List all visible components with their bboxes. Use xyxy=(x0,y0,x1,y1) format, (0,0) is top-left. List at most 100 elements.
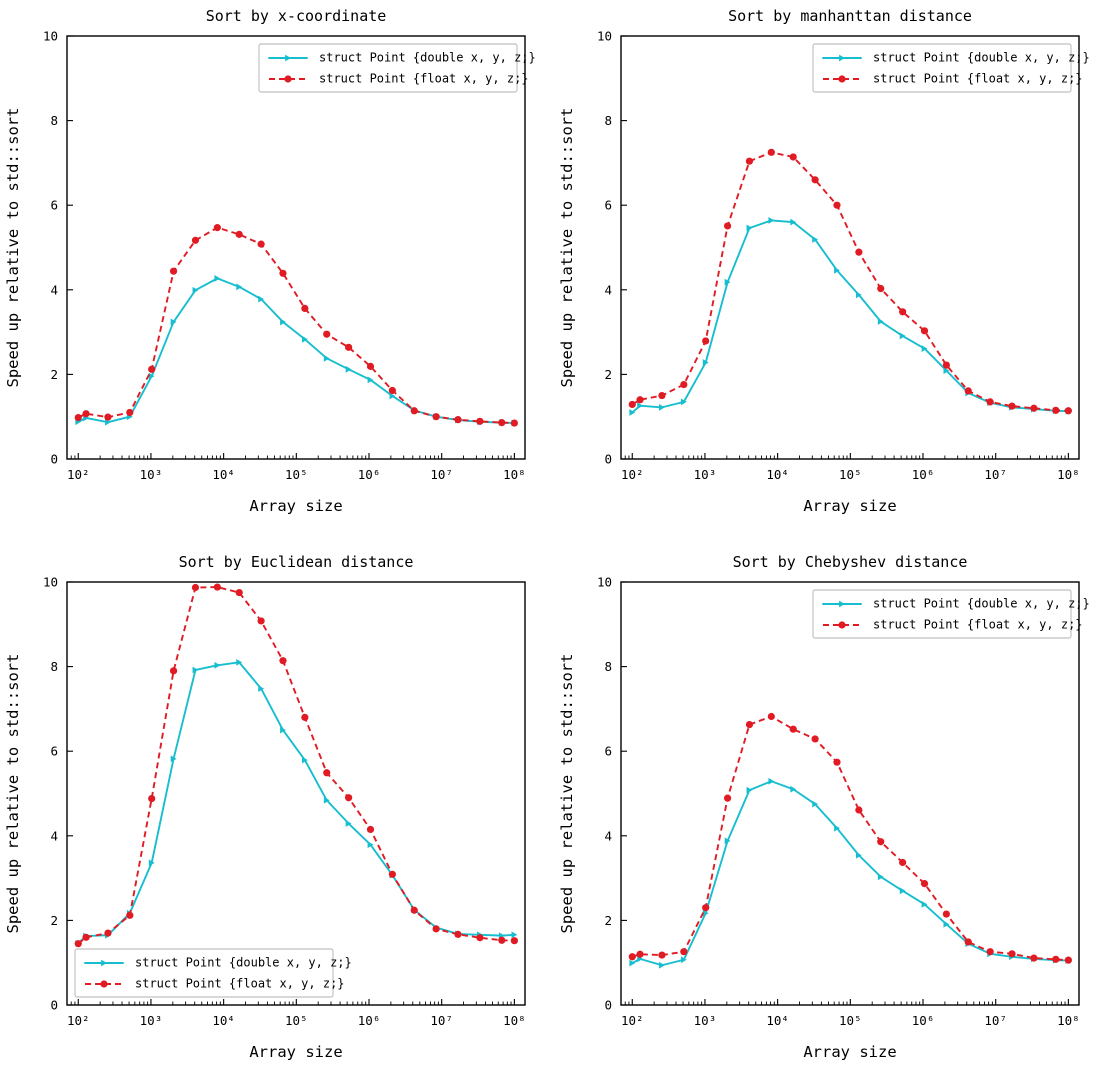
data-point-marker xyxy=(789,725,797,733)
data-point-marker xyxy=(833,201,841,209)
data-point-marker xyxy=(629,959,636,967)
x-tick-label: 10⁶ xyxy=(912,1013,935,1028)
legend[interactable]: struct Point {double x, y, z;} struct Poi… xyxy=(812,43,1090,93)
y-tick-label: 2 xyxy=(50,913,58,928)
data-point-marker xyxy=(301,713,309,721)
data-point-marker xyxy=(790,785,797,793)
data-point-marker xyxy=(476,934,484,942)
data-point-marker xyxy=(1064,956,1072,964)
legend-marker xyxy=(838,75,846,83)
x-tick-label: 10⁴ xyxy=(212,467,235,482)
data-point-marker xyxy=(454,416,462,424)
data-point-marker xyxy=(921,900,928,908)
data-point-marker xyxy=(724,278,731,286)
series-line-double xyxy=(77,661,516,945)
y-tick-label: 4 xyxy=(604,282,612,297)
data-point-marker xyxy=(724,837,731,845)
data-point-marker xyxy=(834,266,840,274)
x-axis-label: Array size xyxy=(803,497,896,515)
data-point-marker xyxy=(498,419,506,427)
data-point-marker xyxy=(236,658,243,666)
x-tick-label: 10⁴ xyxy=(212,1013,235,1028)
y-tick-label: 6 xyxy=(604,744,612,759)
legend-entry-label: struct Point {float x, y, z;} xyxy=(135,977,345,991)
x-tick-label: 10⁶ xyxy=(358,1013,381,1028)
data-point-marker xyxy=(367,841,374,849)
legend-marker xyxy=(838,621,846,629)
x-tick-label: 10⁶ xyxy=(912,467,935,482)
data-point-marker xyxy=(658,391,666,400)
data-point-marker xyxy=(511,931,518,939)
data-point-marker xyxy=(345,343,353,351)
data-point-marker xyxy=(920,327,929,335)
data-point-marker xyxy=(126,911,134,919)
y-tick-label: 0 xyxy=(50,998,58,1013)
data-point-marker xyxy=(214,274,221,282)
data-point-marker xyxy=(301,304,309,313)
data-point-marker xyxy=(899,308,907,316)
y-tick-label: 10 xyxy=(597,29,612,44)
data-point-marker xyxy=(745,157,754,165)
data-point-marker xyxy=(476,417,484,425)
series-line-float xyxy=(77,586,515,945)
legend-entry-label: struct Point {float x, y, z;} xyxy=(873,618,1083,632)
legend-marker xyxy=(101,959,107,967)
data-point-marker xyxy=(301,335,308,343)
y-tick-label: 4 xyxy=(50,828,58,843)
y-tick-label: 8 xyxy=(50,113,58,128)
y-tick-label: 6 xyxy=(604,198,612,213)
data-point-marker xyxy=(1052,955,1060,963)
x-tick-label: 10⁴ xyxy=(766,1013,789,1028)
series-line-double xyxy=(631,780,1070,967)
data-point-marker xyxy=(855,291,862,299)
data-point-marker xyxy=(790,218,797,226)
x-tick-label: 10³ xyxy=(694,1013,717,1028)
data-point-marker xyxy=(257,240,265,248)
legend[interactable]: struct Point {double x, y, z;} struct Poi… xyxy=(74,948,352,998)
data-point-marker xyxy=(323,769,331,777)
data-point-marker xyxy=(74,940,82,948)
data-point-marker xyxy=(257,617,265,625)
y-axis-label: Speed up relative to std::sort xyxy=(4,108,22,388)
legend-marker xyxy=(100,980,108,988)
data-point-marker xyxy=(498,936,506,944)
legend-entry-label: struct Point {float x, y, z;} xyxy=(319,72,529,86)
y-tick-label: 10 xyxy=(43,575,58,590)
legend-entry-label: struct Point {double x, y, z;} xyxy=(873,51,1090,65)
y-tick-label: 10 xyxy=(597,575,612,590)
data-point-marker xyxy=(702,359,709,366)
legend[interactable]: struct Point {double x, y, z;} struct Poi… xyxy=(812,589,1090,639)
panel-title: Sort by Chebyshev distance xyxy=(733,553,968,571)
y-tick-label: 0 xyxy=(604,998,612,1013)
data-point-marker xyxy=(1064,407,1072,415)
legend-entry-label: struct Point {double x, y, z;} xyxy=(135,956,352,970)
data-point-marker xyxy=(74,413,82,422)
legend[interactable]: struct Point {double x, y, z;} struct Poi… xyxy=(258,43,536,93)
legend-marker xyxy=(839,600,845,608)
series-line-float xyxy=(631,715,1069,962)
series-line-float xyxy=(77,226,515,424)
data-point-marker xyxy=(280,726,286,734)
data-point-marker xyxy=(877,873,884,881)
panel-title: Sort by manhanttan distance xyxy=(728,7,972,25)
data-point-marker xyxy=(345,820,352,827)
data-point-marker xyxy=(943,920,950,928)
data-point-marker xyxy=(510,937,518,945)
data-point-marker xyxy=(105,418,111,426)
x-tick-label: 10³ xyxy=(140,1013,163,1028)
data-point-marker xyxy=(921,345,928,352)
data-point-marker xyxy=(636,396,644,404)
data-point-marker xyxy=(213,224,221,232)
x-tick-label: 10³ xyxy=(694,467,717,482)
data-point-marker xyxy=(877,284,885,293)
x-tick-label: 10² xyxy=(621,1013,644,1028)
plot-frame xyxy=(66,581,526,1006)
y-tick-label: 0 xyxy=(604,452,612,467)
data-point-marker xyxy=(388,386,396,395)
data-point-marker xyxy=(899,887,906,895)
x-axis-label: Array size xyxy=(249,1043,342,1061)
y-axis-label: Speed up relative to std::sort xyxy=(558,108,576,388)
data-point-marker xyxy=(389,392,396,400)
y-tick-label: 4 xyxy=(50,282,58,297)
data-point-marker xyxy=(986,398,994,406)
